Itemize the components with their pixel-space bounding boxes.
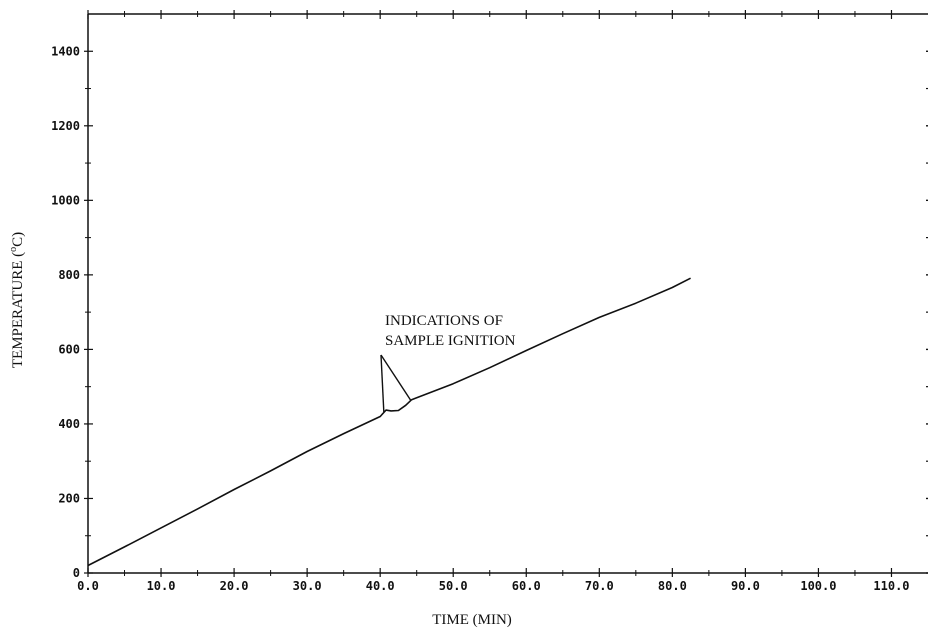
- x-tick-label: 0.0: [77, 579, 99, 593]
- x-tick-label: 60.0: [512, 579, 541, 593]
- y-tick-label: 0: [73, 566, 80, 580]
- y-tick-label: 1200: [51, 119, 80, 133]
- y-tick-label: 400: [58, 417, 80, 431]
- x-tick-label: 80.0: [658, 579, 687, 593]
- y-tick-label: 1000: [51, 193, 80, 207]
- x-axis-title: TIME (MIN): [432, 612, 512, 628]
- x-tick-label: 90.0: [731, 579, 760, 593]
- annotation-group: INDICATIONS OF SAMPLE IGNITION: [380, 313, 516, 413]
- x-tick-label: 70.0: [585, 579, 614, 593]
- x-tick-label: 10.0: [147, 579, 176, 593]
- series-group: [87, 277, 691, 567]
- y-axis-title-sup: o: [8, 247, 19, 252]
- y-axis-title-main: TEMPERATURE (: [10, 252, 26, 368]
- x-tick-label: 110.0: [873, 579, 909, 593]
- x-axis-ticks: 0.0 10.0 20.0 30.0 40.0 50.0 60.0 70.0 80.0 90.0 1…: [77, 10, 910, 593]
- y-tick-label: 200: [58, 491, 80, 505]
- x-tick-label: 100.0: [800, 579, 836, 593]
- x-tick-label: 50.0: [439, 579, 468, 593]
- x-tick-label: 20.0: [220, 579, 249, 593]
- y-tick-label: 600: [58, 342, 80, 356]
- x-tick-label: 30.0: [293, 579, 322, 593]
- y-axis-title: TEMPERATURE (oC): [8, 232, 26, 368]
- annotation-line-1: INDICATIONS OF: [385, 313, 503, 329]
- y-axis-title-end: C): [10, 232, 26, 247]
- x-tick-label: 40.0: [366, 579, 395, 593]
- annotation-line-2: SAMPLE IGNITION: [385, 333, 516, 349]
- temperature-series-line: [87, 277, 691, 567]
- y-tick-label: 800: [58, 268, 80, 282]
- y-axis-ticks: 0 200 400 600 800 1000 1200 1400: [51, 44, 928, 580]
- y-tick-label: 1400: [51, 44, 80, 58]
- plot-frame: [87, 13, 928, 574]
- annotation-pointer-line: [380, 354, 385, 413]
- annotation-pointer-line: [380, 354, 412, 401]
